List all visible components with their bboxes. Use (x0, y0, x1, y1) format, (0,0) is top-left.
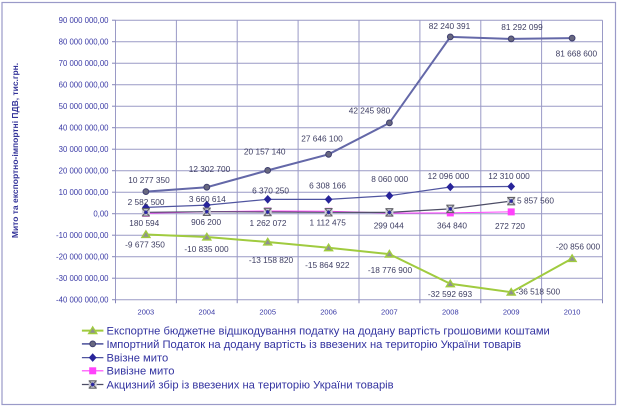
svg-text:1 262 072: 1 262 072 (250, 218, 287, 228)
svg-text:-40 000 000,00: -40 000 000,00 (56, 295, 109, 304)
svg-text:-13 158 820: -13 158 820 (249, 255, 294, 265)
svg-text:2004: 2004 (198, 308, 215, 317)
svg-text:81 292 099: 81 292 099 (501, 22, 543, 32)
svg-text:6 370 250: 6 370 250 (252, 185, 289, 195)
svg-text:-9 677 350: -9 677 350 (125, 239, 165, 249)
svg-text:299 044: 299 044 (374, 220, 404, 230)
svg-text:42 245 980: 42 245 980 (349, 105, 391, 115)
svg-text:Акцизний збір із ввезених на т: Акцизний збір із ввезених на територію У… (107, 379, 394, 391)
svg-text:906 200: 906 200 (191, 217, 221, 227)
svg-text:12 096 000: 12 096 000 (428, 171, 470, 181)
svg-text:-30 000 000,00: -30 000 000,00 (56, 274, 109, 283)
svg-text:2009: 2009 (503, 308, 520, 317)
svg-text:12 302 700: 12 302 700 (189, 164, 231, 174)
svg-text:-18 776 900: -18 776 900 (368, 265, 413, 275)
svg-text:180 594: 180 594 (129, 218, 159, 228)
svg-text:-10 000 000,00: -10 000 000,00 (56, 231, 109, 240)
svg-text:-20 856 000: -20 856 000 (556, 241, 601, 251)
svg-text:2006: 2006 (320, 308, 337, 317)
svg-text:2005: 2005 (259, 308, 276, 317)
svg-text:2010: 2010 (564, 308, 581, 317)
svg-text:Вивізне мито: Вивізне мито (107, 366, 175, 378)
svg-text:8 060 000: 8 060 000 (371, 174, 408, 184)
svg-text:Мито та експортно-імпортні ПДВ: Мито та експортно-імпортні ПДВ, тис.грн. (10, 63, 20, 238)
svg-text:1 112 475: 1 112 475 (310, 217, 347, 227)
svg-text:70 000 000,00: 70 000 000,00 (59, 59, 110, 68)
svg-text:60 000 000,00: 60 000 000,00 (59, 80, 110, 89)
svg-text:5 857 560: 5 857 560 (517, 196, 554, 206)
svg-text:Імпортний Податок на додану ва: Імпортний Податок на додану вартість із … (107, 339, 522, 351)
svg-text:-32 592 693: -32 592 693 (428, 289, 473, 299)
svg-text:10 277 350: 10 277 350 (128, 175, 170, 185)
svg-text:Ввізне мито: Ввізне мито (107, 353, 169, 365)
svg-text:2 582 500: 2 582 500 (128, 197, 165, 207)
svg-text:81 668 600: 81 668 600 (556, 48, 598, 58)
svg-text:90 000 000,00: 90 000 000,00 (59, 16, 110, 25)
svg-text:364 840: 364 840 (437, 220, 467, 230)
svg-text:-20 000 000,00: -20 000 000,00 (56, 252, 109, 261)
svg-text:Експортне бюджетне відшкодуван: Експортне бюджетне відшкодування податку… (107, 326, 550, 338)
svg-text:2008: 2008 (442, 308, 459, 317)
svg-text:12 310 000: 12 310 000 (488, 171, 530, 181)
svg-text:272 720: 272 720 (495, 221, 525, 231)
svg-text:20 000 000,00: 20 000 000,00 (59, 166, 110, 175)
svg-text:-10 835 000: -10 835 000 (184, 244, 229, 254)
svg-text:30 000 000,00: 30 000 000,00 (59, 145, 110, 154)
svg-text:27 646 100: 27 646 100 (301, 133, 343, 143)
svg-text:20 157 140: 20 157 140 (244, 147, 286, 157)
svg-text:82 240 391: 82 240 391 (429, 21, 471, 31)
svg-text:2003: 2003 (138, 308, 155, 317)
svg-text:10 000 000,00: 10 000 000,00 (59, 188, 110, 197)
svg-text:2007: 2007 (381, 308, 398, 317)
svg-text:6 308 166: 6 308 166 (309, 180, 346, 190)
svg-text:80 000 000,00: 80 000 000,00 (59, 37, 110, 46)
svg-text:40 000 000,00: 40 000 000,00 (59, 123, 110, 132)
svg-text:3 660 614: 3 660 614 (189, 194, 226, 204)
svg-text:50 000 000,00: 50 000 000,00 (59, 102, 110, 111)
svg-text:-36 518 500: -36 518 500 (516, 286, 561, 296)
svg-text:-15 864 922: -15 864 922 (305, 260, 350, 270)
svg-text:0,00: 0,00 (93, 209, 109, 218)
